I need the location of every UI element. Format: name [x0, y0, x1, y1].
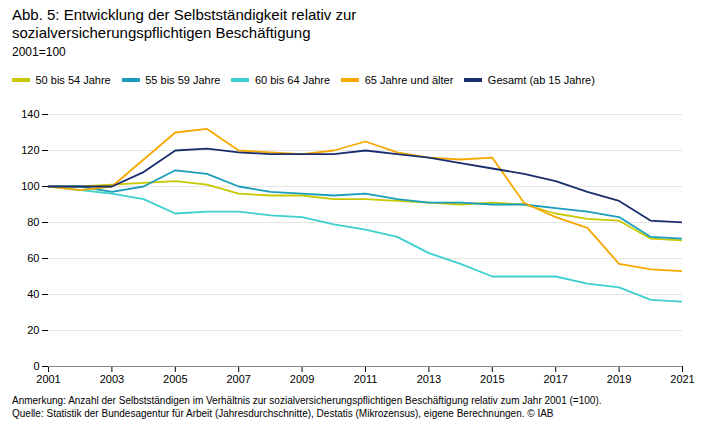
svg-text:2017: 2017: [543, 373, 567, 385]
svg-text:2011: 2011: [354, 373, 378, 385]
svg-text:40: 40: [27, 288, 39, 300]
svg-text:80: 80: [27, 216, 39, 228]
svg-text:120: 120: [21, 144, 39, 156]
svg-text:2001: 2001: [36, 373, 60, 385]
svg-text:2019: 2019: [607, 373, 631, 385]
svg-text:60: 60: [27, 252, 39, 264]
svg-text:2015: 2015: [480, 373, 504, 385]
svg-text:2005: 2005: [163, 373, 187, 385]
svg-text:2003: 2003: [100, 373, 124, 385]
svg-text:140: 140: [21, 108, 39, 120]
svg-text:0: 0: [33, 360, 39, 372]
html-text:50 bis 54 Jahre: 50 bis 54 Jahre: [35, 73, 111, 86]
html-text:55 bis 59 Jahre: 55 bis 59 Jahre: [145, 73, 221, 86]
html-text:65 Jahre und älter: 65 Jahre und älter: [364, 73, 454, 86]
html-text:Abb. 5: Entwicklung der Selbst: Abb. 5: Entwicklung der Selbstständigkei…: [12, 6, 357, 41]
html-text:Gesamt (ab 15 Jahre): Gesamt (ab 15 Jahre): [487, 73, 595, 86]
svg-text:2007: 2007: [226, 373, 250, 385]
svg-text:100: 100: [21, 180, 39, 192]
html-text:Anmerkung: Anzahl der Selbstst: Anmerkung: Anzahl der Selbstständigen im…: [12, 394, 602, 406]
svg-text:20: 20: [27, 324, 39, 336]
svg-text:2021: 2021: [670, 373, 694, 385]
svg-text:2009: 2009: [290, 373, 314, 385]
html-text:60 bis 64 Jahre: 60 bis 64 Jahre: [254, 73, 331, 86]
html-text:Quelle: Statistik der Bundesag: Quelle: Statistik der Bundesagentur für …: [12, 407, 554, 419]
svg-text:2013: 2013: [417, 373, 441, 385]
html-text:2001=100: 2001=100: [12, 45, 66, 59]
